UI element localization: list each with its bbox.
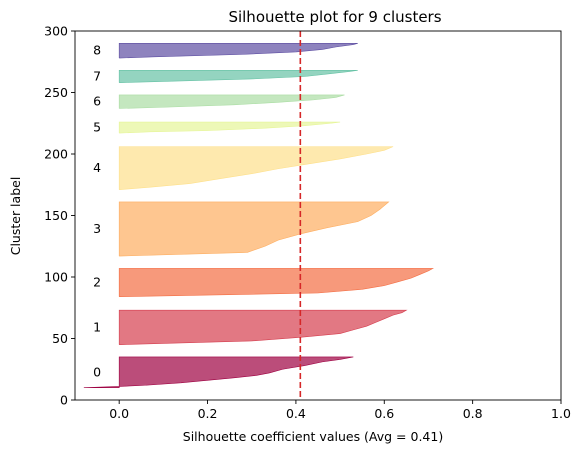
silhouette-cluster-3 [118,201,390,257]
cluster-label-2: 2 [93,275,101,290]
y-tick-label: 50 [52,331,68,346]
cluster-label-7: 7 [93,69,101,84]
y-tick-label: 0 [60,393,68,408]
y-tick-label: 300 [44,24,68,39]
silhouette-cluster-1 [118,309,408,345]
silhouette-cluster-4 [118,146,394,190]
x-tick-label: 0.6 [374,406,394,421]
silhouette-cluster-8 [118,43,358,59]
x-tick-label: 0.0 [109,406,129,421]
cluster-label-4: 4 [93,160,101,175]
y-tick-label: 250 [44,85,68,100]
silhouette-cluster-5 [118,121,341,134]
x-tick-label: 0.8 [463,406,483,421]
x-tick-label: 0.2 [198,406,218,421]
x-tick-label: 0.4 [286,406,306,421]
y-axis-title: Cluster label [8,177,23,256]
cluster-label-0: 0 [93,364,101,379]
x-axis-title: Silhouette coefficient values (Avg = 0.4… [183,429,443,444]
y-tick-label: 200 [44,147,68,162]
cluster-label-3: 3 [93,221,101,236]
chart-title: Silhouette plot for 9 clusters [228,8,441,26]
x-tick-label: 1.0 [551,406,571,421]
y-axis: 0 50 100 150 200 250 300 [44,24,75,408]
silhouette-cluster-7 [118,70,358,83]
x-axis: 0.0 0.2 0.4 0.6 0.8 1.0 [109,400,571,421]
silhouette-cluster-0 [83,356,354,388]
silhouette-cluster-2 [118,268,435,297]
y-tick-label: 150 [44,208,68,223]
cluster-label-6: 6 [93,94,101,109]
cluster-label-1: 1 [93,319,101,334]
cluster-label-5: 5 [93,120,101,135]
cluster-label-8: 8 [93,43,101,58]
silhouette-cluster-6 [118,94,345,109]
silhouette-series [83,43,435,388]
y-tick-label: 100 [44,270,68,285]
plot-area: 0 1 2 3 4 5 6 7 8 [74,30,562,401]
